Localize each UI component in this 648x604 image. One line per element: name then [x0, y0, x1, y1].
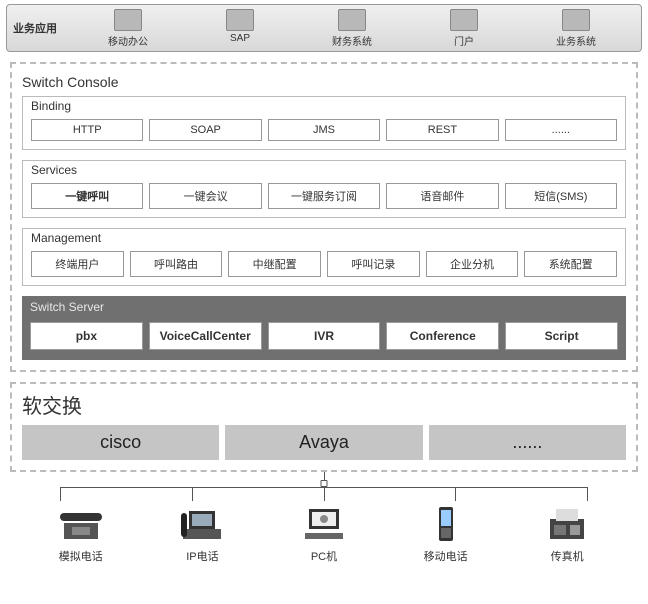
app-label: SAP: [230, 33, 250, 44]
soft-switch-item: Avaya: [225, 425, 422, 460]
app-label: 移动办公: [108, 33, 148, 48]
soft-switch-title: 软交换: [22, 390, 626, 419]
server-item: pbx: [30, 322, 143, 350]
binding-item: SOAP: [149, 119, 261, 141]
device-pc: PC机: [300, 504, 348, 564]
device-label: 模拟电话: [59, 548, 103, 564]
app-icon: [338, 9, 366, 31]
binding-item: ......: [505, 119, 617, 141]
top-item: SAP: [226, 9, 254, 48]
management-title: Management: [31, 231, 101, 245]
business-apps-items: 移动办公 SAP 财务系统 门户 业务系统: [69, 9, 635, 48]
switch-server-group: Switch Server pbx VoiceCallCenter IVR Co…: [22, 296, 626, 360]
app-icon: [114, 9, 142, 31]
management-item: 系统配置: [524, 251, 617, 277]
app-icon: [562, 9, 590, 31]
business-apps-label: 业务应用: [13, 20, 69, 36]
management-group: Management 终端用户 呼叫路由 中继配置 呼叫记录 企业分机 系统配置: [22, 228, 626, 286]
device-mobile-phone: 移动电话: [422, 504, 470, 564]
server-item: Conference: [386, 322, 499, 350]
fax-icon: [543, 504, 591, 544]
app-label: 业务系统: [556, 33, 596, 48]
services-item: 一键呼叫: [31, 183, 143, 209]
management-item: 中继配置: [228, 251, 321, 277]
device-label: PC机: [311, 548, 337, 564]
connector-node-icon: [321, 480, 328, 487]
binding-item: HTTP: [31, 119, 143, 141]
server-item: IVR: [268, 322, 381, 350]
app-icon: [450, 9, 478, 31]
device-fax: 传真机: [543, 504, 591, 564]
top-item: 财务系统: [332, 9, 372, 48]
connector-line: [455, 487, 456, 501]
pc-icon: [300, 504, 348, 544]
management-item: 企业分机: [426, 251, 519, 277]
services-group: Services 一键呼叫 一键会议 一键服务订阅 语音邮件 短信(SMS): [22, 160, 626, 218]
top-item: 门户: [450, 9, 478, 48]
management-item: 呼叫路由: [130, 251, 223, 277]
soft-switch-item: cisco: [22, 425, 219, 460]
connector-line: [192, 487, 193, 501]
soft-switch-item: ......: [429, 425, 626, 460]
device-analog-phone: 模拟电话: [57, 504, 105, 564]
binding-item: REST: [386, 119, 498, 141]
services-item: 一键服务订阅: [268, 183, 380, 209]
connector-line: [60, 487, 61, 501]
switch-server-title: Switch Server: [30, 300, 104, 314]
binding-item: JMS: [268, 119, 380, 141]
management-item: 呼叫记录: [327, 251, 420, 277]
services-item: 短信(SMS): [505, 183, 617, 209]
app-label: 财务系统: [332, 33, 372, 48]
app-label: 门户: [454, 33, 474, 48]
services-item: 一键会议: [149, 183, 261, 209]
app-icon: [226, 9, 254, 31]
device-row: 模拟电话 IP电话 PC机 移动电话 传真机: [0, 502, 648, 564]
binding-group: Binding HTTP SOAP JMS REST ......: [22, 96, 626, 150]
device-label: IP电话: [186, 548, 218, 564]
device-label: 移动电话: [424, 548, 468, 564]
management-item: 终端用户: [31, 251, 124, 277]
services-title: Services: [31, 163, 77, 177]
server-item: Script: [505, 322, 618, 350]
connector-line: [587, 487, 588, 501]
ip-phone-icon: [178, 504, 226, 544]
services-item: 语音邮件: [386, 183, 498, 209]
connector-diagram: [0, 472, 648, 502]
connector-line: [324, 487, 325, 501]
soft-switch-panel: 软交换 cisco Avaya ......: [10, 382, 638, 472]
business-applications-bar: 业务应用 移动办公 SAP 财务系统 门户 业务系统: [6, 4, 642, 52]
binding-title: Binding: [31, 99, 71, 113]
top-item: 移动办公: [108, 9, 148, 48]
server-item: VoiceCallCenter: [149, 322, 262, 350]
top-item: 业务系统: [556, 9, 596, 48]
switch-console-panel: Switch Console Binding HTTP SOAP JMS RES…: [10, 62, 638, 372]
device-ip-phone: IP电话: [178, 504, 226, 564]
device-label: 传真机: [551, 548, 584, 564]
mobile-phone-icon: [422, 504, 470, 544]
analog-phone-icon: [57, 504, 105, 544]
switch-console-title: Switch Console: [22, 74, 626, 90]
